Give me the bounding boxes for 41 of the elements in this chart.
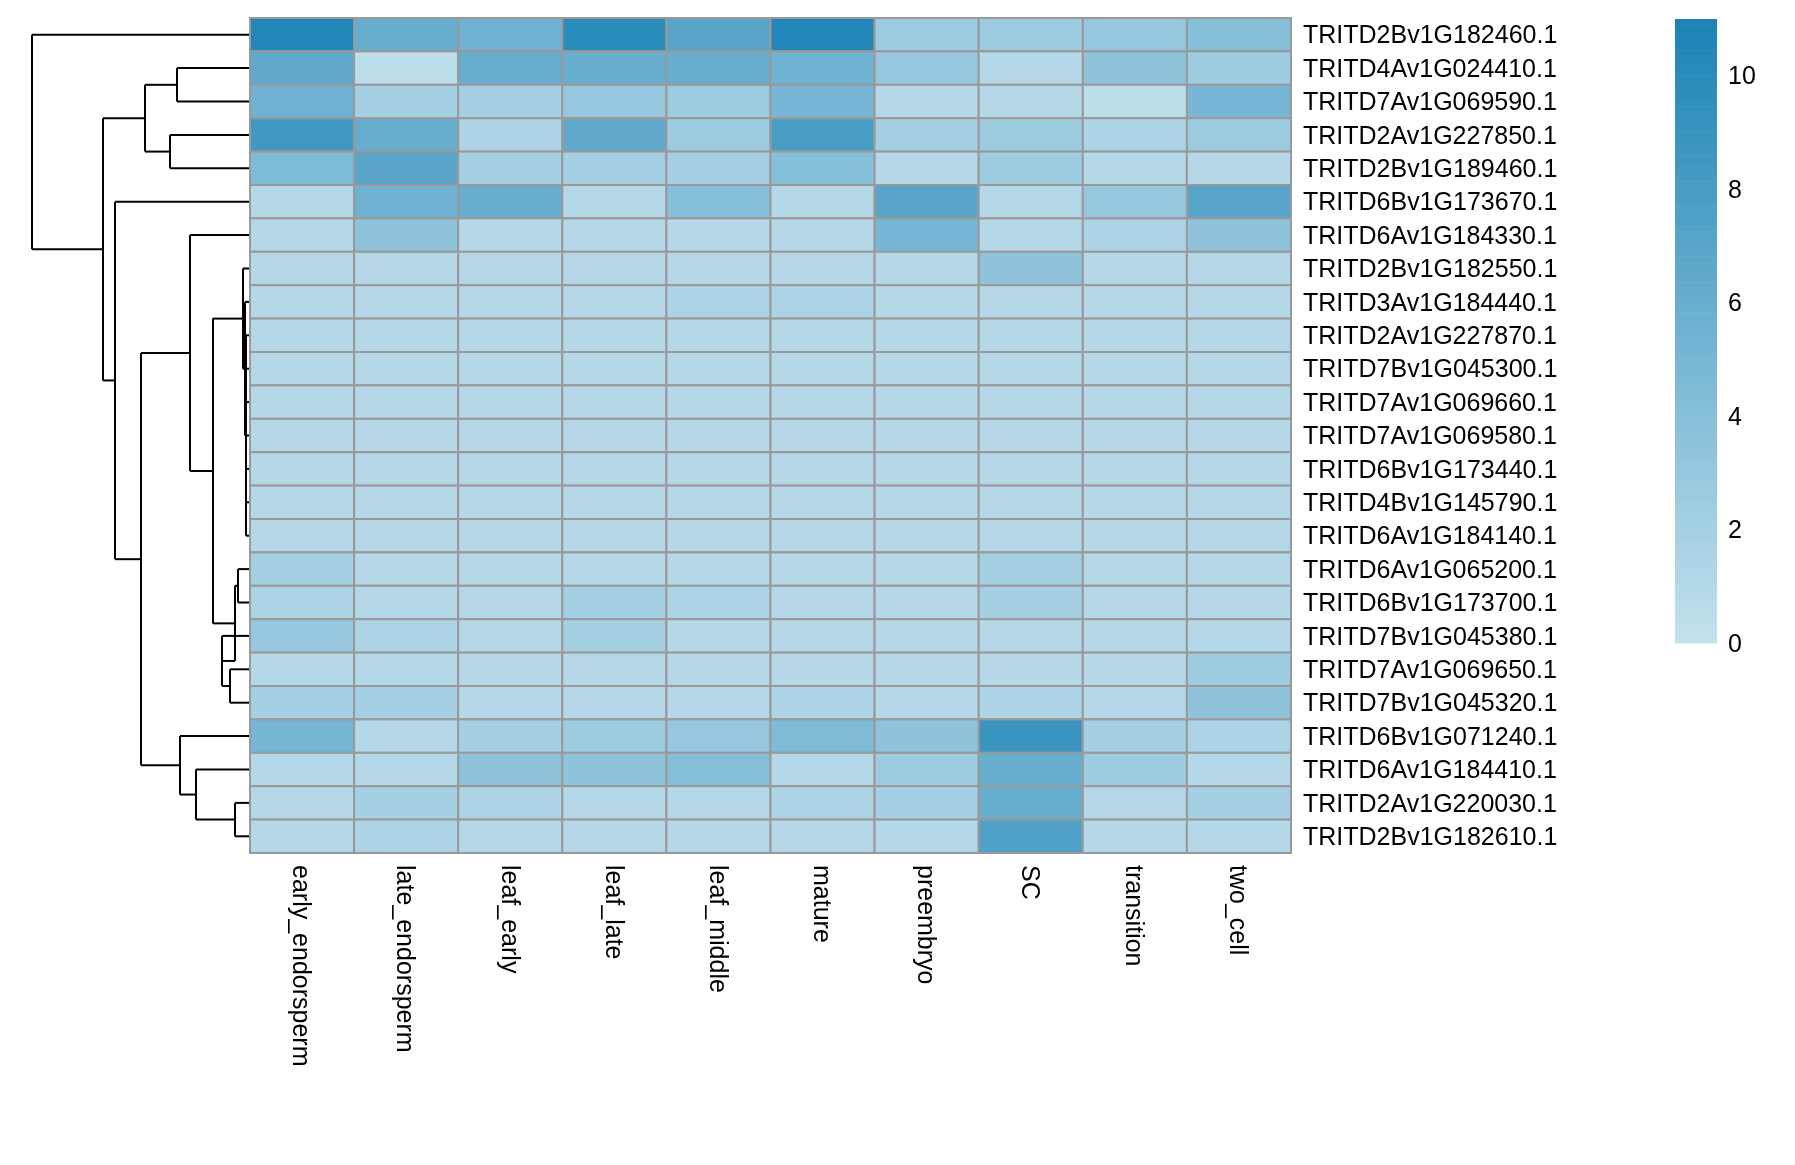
y-tick-label: TRITD4Av1G024410.1 xyxy=(1303,53,1557,82)
y-tick-label: TRITD2Av1G227850.1 xyxy=(1303,120,1557,149)
y-tick-label: TRITD6Bv1G173700.1 xyxy=(1303,588,1558,617)
y-tick-label: TRITD6Av1G184410.1 xyxy=(1303,755,1557,784)
color-bar-label: 10 xyxy=(1728,61,1756,90)
y-tick-label: TRITD6Bv1G173670.1 xyxy=(1303,187,1558,216)
color-bar-label: 4 xyxy=(1728,401,1742,430)
x-tick-label: leaf_late xyxy=(600,865,629,960)
y-tick-label: TRITD7Av1G069660.1 xyxy=(1303,387,1557,416)
color-bar-label: 8 xyxy=(1728,174,1742,203)
color-bar-label: 6 xyxy=(1728,288,1742,317)
y-tick-label: TRITD7Av1G069650.1 xyxy=(1303,655,1557,684)
x-tick-label: mature xyxy=(808,865,837,943)
y-tick-label: TRITD6Av1G065200.1 xyxy=(1303,554,1557,583)
y-tick-label: TRITD2Bv1G182610.1 xyxy=(1303,822,1558,851)
y-tick-label: TRITD7Bv1G045300.1 xyxy=(1303,354,1558,383)
y-tick-label: TRITD7Av1G069590.1 xyxy=(1303,87,1557,116)
y-tick-label: TRITD4Bv1G145790.1 xyxy=(1303,488,1558,517)
y-tick-label: TRITD7Bv1G045380.1 xyxy=(1303,621,1558,650)
y-tick-label: TRITD7Av1G069580.1 xyxy=(1303,421,1557,450)
y-tick-label: TRITD6Bv1G071240.1 xyxy=(1303,721,1558,750)
x-tick-label: two_cell xyxy=(1225,865,1254,956)
y-tick-label: TRITD6Av1G184140.1 xyxy=(1303,521,1557,550)
y-tick-label: TRITD6Bv1G173440.1 xyxy=(1303,454,1558,483)
x-tick-label: preembryo xyxy=(912,865,941,985)
y-tick-label: TRITD2Av1G220030.1 xyxy=(1303,788,1557,817)
y-tick-label: TRITD6Av1G184330.1 xyxy=(1303,220,1557,249)
x-tick-label: leaf_early xyxy=(496,865,525,974)
color-bar-label: 2 xyxy=(1728,515,1742,544)
y-tick-label: TRITD2Av1G227870.1 xyxy=(1303,321,1557,350)
x-tick-label: leaf_middle xyxy=(704,865,733,993)
y-tick-label: TRITD3Av1G184440.1 xyxy=(1303,287,1557,316)
x-tick-label: SC xyxy=(1017,865,1045,900)
x-tick-label: early_endorsperm xyxy=(288,865,317,1067)
color-bar-label: 0 xyxy=(1728,628,1742,657)
y-tick-label: TRITD2Bv1G182550.1 xyxy=(1303,254,1558,283)
x-tick-label: late_endorsperm xyxy=(392,865,421,1053)
y-tick-label: TRITD2Bv1G182460.1 xyxy=(1303,20,1558,49)
y-tick-label: TRITD2Bv1G189460.1 xyxy=(1303,154,1558,183)
y-tick-label: TRITD7Bv1G045320.1 xyxy=(1303,688,1558,717)
x-tick-label: transition xyxy=(1121,865,1150,967)
